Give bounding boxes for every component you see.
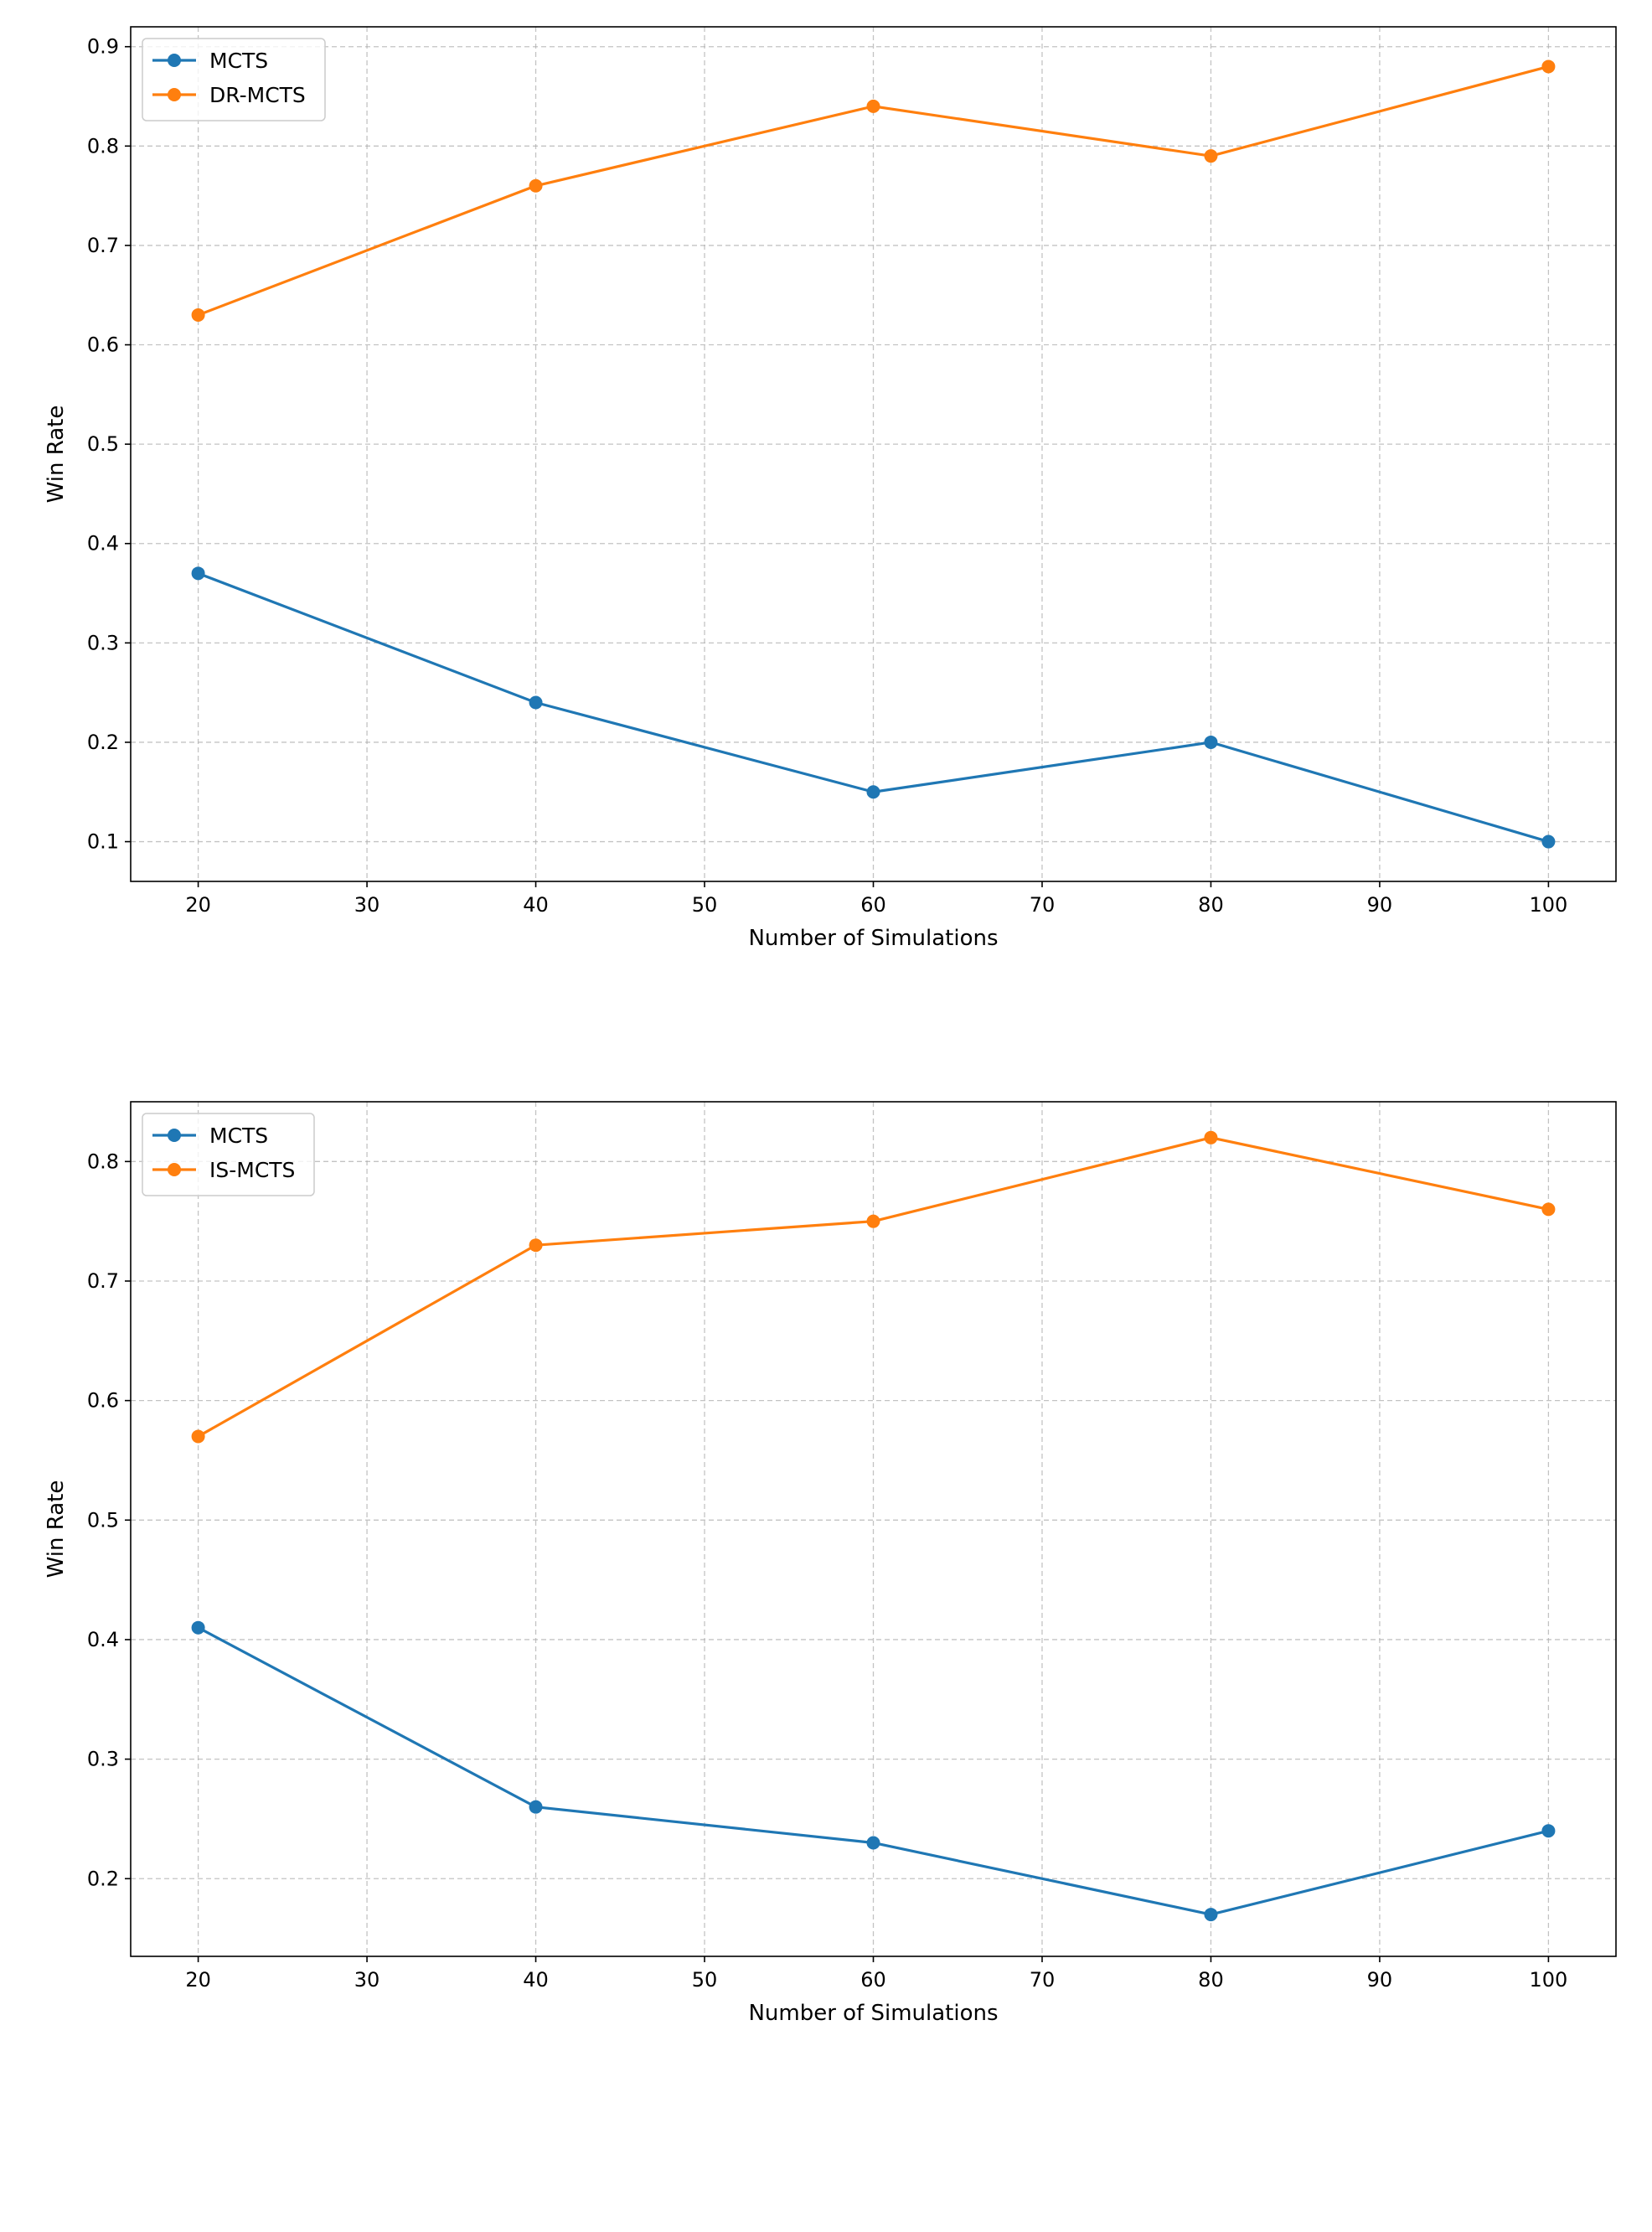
data-point-is-mcts: [1541, 1202, 1556, 1217]
y-tick-label: 0.2: [87, 731, 119, 754]
data-point-mcts: [1541, 1824, 1556, 1838]
x-tick-label: 90: [1367, 1968, 1393, 1992]
x-axis-label: Number of Simulations: [748, 926, 998, 951]
y-tick-label: 0.1: [87, 830, 119, 854]
x-tick-label: 80: [1198, 893, 1224, 917]
x-tick-label: 20: [185, 893, 211, 917]
x-tick-label: 50: [692, 893, 718, 917]
x-tick-label: 40: [523, 893, 549, 917]
legend-marker-mcts: [168, 54, 181, 67]
y-tick-label: 0.5: [87, 1508, 119, 1532]
y-tick-label: 0.8: [87, 134, 119, 158]
y-axis-label: Win Rate: [44, 1480, 69, 1578]
legend-marker-mcts: [168, 1129, 181, 1142]
y-tick-label: 0.3: [87, 631, 119, 654]
x-tick-label: 90: [1367, 893, 1393, 917]
x-tick-label: 40: [523, 1968, 549, 1992]
data-point-is-mcts: [866, 1214, 880, 1228]
y-tick-label: 0.7: [87, 234, 119, 257]
legend-label-dr-mcts: DR-MCTS: [209, 83, 306, 107]
legend: MCTS DR-MCTS: [142, 38, 326, 121]
y-tick-label: 0.4: [87, 532, 119, 555]
data-point-mcts: [1541, 834, 1556, 849]
x-tick-label: 100: [1530, 1968, 1568, 1992]
data-point-mcts: [1204, 735, 1218, 749]
legend: MCTS IS-MCTS: [142, 1113, 315, 1196]
x-tick-label: 50: [692, 1968, 718, 1992]
y-tick-label: 0.9: [87, 35, 119, 59]
x-tick-label: 30: [354, 1968, 380, 1992]
data-point-mcts: [1204, 1908, 1218, 1922]
data-point-dr-mcts: [1204, 149, 1218, 163]
y-axis-label: Win Rate: [44, 406, 69, 504]
x-tick-label: 70: [1030, 1968, 1056, 1992]
legend-label-mcts: MCTS: [209, 1124, 268, 1148]
data-point-dr-mcts: [191, 307, 205, 322]
y-tick-label: 0.7: [87, 1269, 119, 1293]
x-tick-label: 20: [185, 1968, 211, 1992]
chart-panel-2: 20 30 40 50 60 70 80 90 100 0.2 0.3 0.4 0.5 0.6 0.7 0.8…: [44, 1101, 1617, 2026]
legend-marker-dr-mcts: [168, 88, 181, 101]
data-point-mcts: [191, 1620, 205, 1635]
data-point-mcts: [866, 785, 880, 799]
data-point-dr-mcts: [529, 178, 543, 193]
y-tick-label: 0.2: [87, 1867, 119, 1890]
x-tick-label: 30: [354, 893, 380, 917]
chart-panel-1: 20 30 40 50 60 70 80 90 100 0.1 0.2 0.3 0.4 0.5 0.6 0.7…: [44, 26, 1617, 951]
legend-marker-is-mcts: [168, 1163, 181, 1176]
x-axis-label: Number of Simulations: [748, 2001, 998, 2026]
legend-label-is-mcts: IS-MCTS: [209, 1158, 295, 1182]
x-tick-label: 60: [860, 893, 886, 917]
data-point-mcts: [529, 695, 543, 710]
data-point-dr-mcts: [1541, 59, 1556, 74]
x-tick-label: 60: [860, 1968, 886, 1992]
y-tick-label: 0.6: [87, 333, 119, 357]
data-point-mcts: [529, 1800, 543, 1814]
data-point-is-mcts: [529, 1238, 543, 1253]
data-point-is-mcts: [191, 1429, 205, 1444]
y-tick-label: 0.3: [87, 1748, 119, 1771]
y-tick-label: 0.6: [87, 1389, 119, 1413]
data-point-dr-mcts: [866, 99, 880, 113]
x-tick-label: 100: [1530, 893, 1568, 917]
x-tick-label: 70: [1030, 893, 1056, 917]
y-tick-label: 0.4: [87, 1628, 119, 1651]
y-tick-label: 0.8: [87, 1150, 119, 1173]
data-point-is-mcts: [1204, 1130, 1218, 1144]
data-point-mcts: [866, 1836, 880, 1850]
data-point-mcts: [191, 566, 205, 581]
y-tick-label: 0.5: [87, 432, 119, 456]
x-tick-label: 80: [1198, 1968, 1224, 1992]
legend-label-mcts: MCTS: [209, 49, 268, 73]
